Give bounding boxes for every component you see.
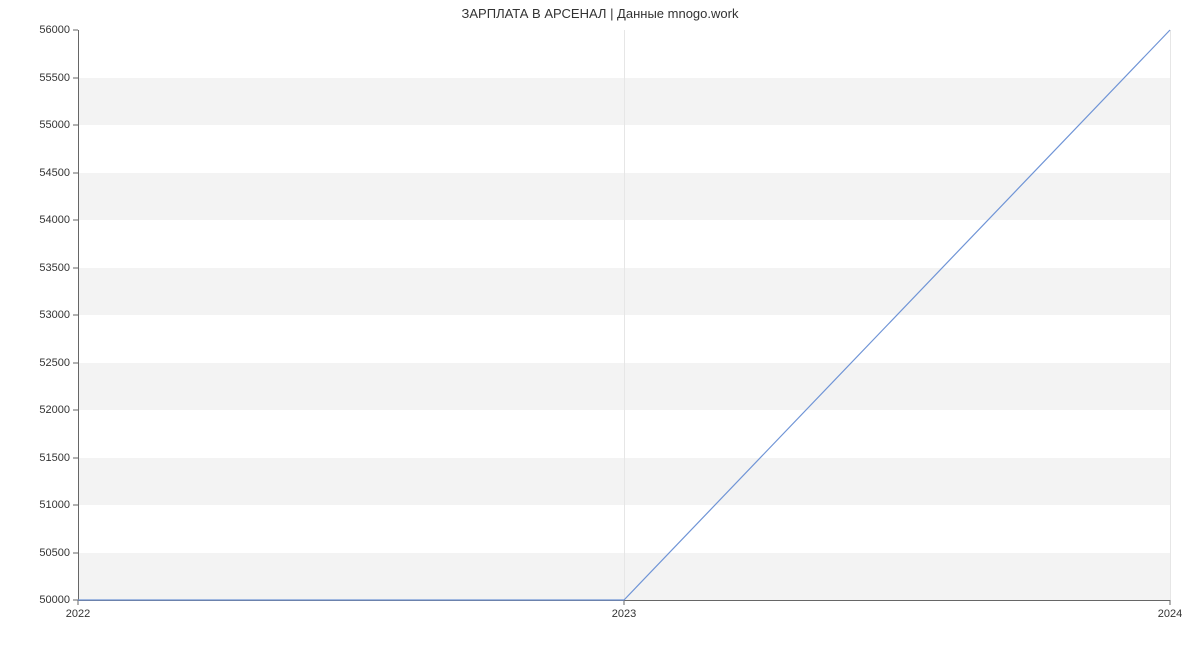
plot-area: 5000050500510005150052000525005300053500… xyxy=(78,30,1170,600)
y-tick-label: 50500 xyxy=(39,547,70,559)
y-tick-label: 55500 xyxy=(39,72,70,84)
series-salary xyxy=(78,30,1170,600)
y-tick-label: 54000 xyxy=(39,214,70,226)
x-tick-label: 2023 xyxy=(612,608,636,620)
y-tick-label: 54500 xyxy=(39,167,70,179)
chart-title: ЗАРПЛАТА В АРСЕНАЛ | Данные mnogo.work xyxy=(0,6,1200,21)
y-tick-label: 51000 xyxy=(39,499,70,511)
y-tick-label: 53000 xyxy=(39,309,70,321)
y-tick-label: 52000 xyxy=(39,404,70,416)
y-tick-label: 53500 xyxy=(39,262,70,274)
x-tick-label: 2022 xyxy=(66,608,90,620)
y-tick-label: 56000 xyxy=(39,24,70,36)
salary-line-chart: ЗАРПЛАТА В АРСЕНАЛ | Данные mnogo.work 5… xyxy=(0,0,1200,650)
series-layer xyxy=(78,30,1170,600)
y-tick-label: 51500 xyxy=(39,452,70,464)
y-tick-label: 52500 xyxy=(39,357,70,369)
x-grid-line xyxy=(1170,30,1171,600)
x-tick-label: 2024 xyxy=(1158,608,1182,620)
y-tick-label: 50000 xyxy=(39,594,70,606)
y-tick-label: 55000 xyxy=(39,119,70,131)
